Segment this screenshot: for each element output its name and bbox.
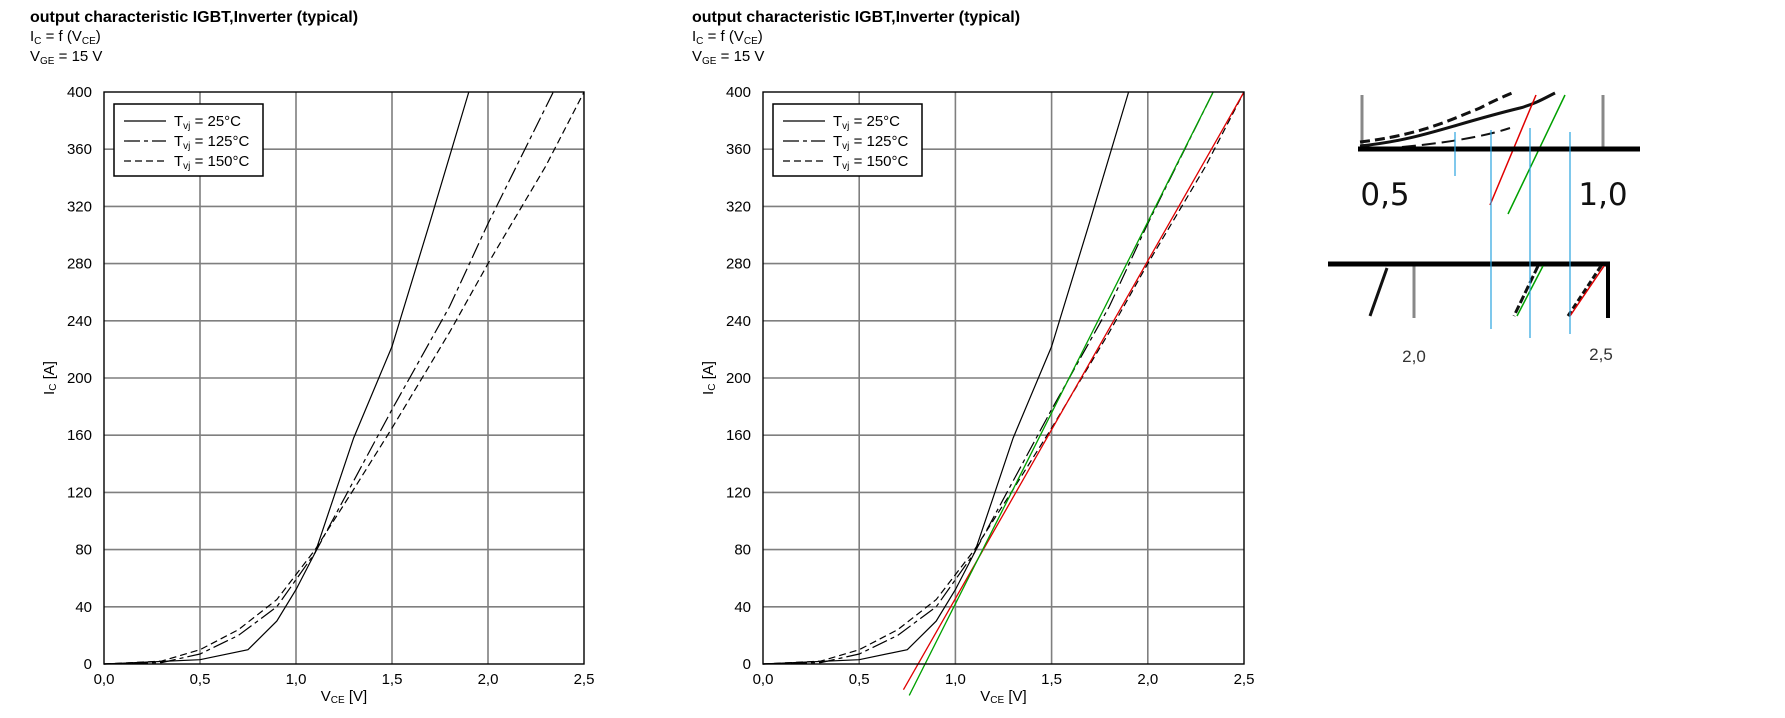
series-line-1 (103, 91, 554, 665)
zoom-insets: 0,5 1,0 2,0 2,5 (1328, 91, 1640, 366)
fit-line-0 (902, 91, 1245, 691)
inset-curve-150 (1359, 91, 1513, 144)
chart-left-title: output characteristic IGBT,Inverter (typ… (30, 9, 358, 26)
y-tick-label: 120 (67, 484, 92, 501)
chart-right-condition: VGE = 15 V (692, 48, 764, 67)
legend-label: Tvj = 125°C (833, 133, 909, 152)
y-tick-label: 40 (734, 599, 751, 616)
y-tick-label: 360 (67, 141, 92, 158)
x-tick-label: 0,5 (190, 671, 211, 688)
legend-label: Tvj = 150°C (833, 153, 909, 172)
x-tick-label: 1,5 (382, 671, 403, 688)
x-axis-label: VCE [V] (980, 688, 1026, 706)
y-tick-label: 80 (75, 542, 92, 559)
legend-label: Tvj = 25°C (833, 113, 900, 132)
x-tick-label: 0,5 (849, 671, 870, 688)
x-tick-label: 1,0 (945, 671, 966, 688)
y-tick-label: 320 (726, 198, 751, 215)
y-tick-label: 360 (726, 141, 751, 158)
inset-label: 2,5 (1589, 345, 1613, 364)
chart-right: output characteristic IGBT,Inverter (typ… (692, 9, 1254, 706)
y-tick-label: 160 (67, 427, 92, 444)
inset-green-fit (1507, 94, 1566, 215)
x-tick-label: 2,0 (478, 671, 499, 688)
x-tick-label: 0,0 (94, 671, 115, 688)
inset-label: 2,0 (1402, 347, 1426, 366)
y-axis-label: IC [A] (700, 361, 718, 395)
x-tick-label: 1,0 (286, 671, 307, 688)
y-tick-label: 200 (67, 370, 92, 387)
y-axis-label: IC [A] (41, 361, 59, 395)
y-tick-label: 320 (67, 198, 92, 215)
chart-left: output characteristic IGBT,Inverter (typ… (30, 9, 594, 706)
y-tick-label: 0 (84, 656, 92, 673)
inset-label: 0,5 (1360, 177, 1409, 213)
plot-frame (762, 91, 1245, 665)
series-line-1 (762, 91, 1214, 665)
chart-right-formula: IC = f (VCE) (692, 28, 763, 47)
legend-label: Tvj = 25°C (174, 113, 241, 132)
x-tick-label: 1,5 (1041, 671, 1062, 688)
inset-curve-150 (1566, 265, 1603, 317)
series-line-2 (103, 91, 585, 665)
y-tick-label: 160 (726, 427, 751, 444)
y-tick-label: 400 (67, 84, 92, 101)
series-line-2 (762, 91, 1245, 665)
legend-label: Tvj = 150°C (174, 153, 250, 172)
y-tick-label: 120 (726, 484, 751, 501)
inset-curve-125 (1512, 265, 1540, 317)
y-tick-label: 80 (734, 542, 751, 559)
legend-label: Tvj = 125°C (174, 133, 250, 152)
chart-right-title: output characteristic IGBT,Inverter (typ… (692, 9, 1020, 26)
y-tick-label: 400 (726, 84, 751, 101)
y-tick-label: 240 (726, 313, 751, 330)
x-tick-label: 2,0 (1137, 671, 1158, 688)
inset-curve-25 (1368, 267, 1389, 317)
inset-curve-125 (1359, 91, 1556, 148)
y-tick-label: 200 (726, 370, 751, 387)
fit-line-1 (908, 91, 1214, 696)
chart-left-condition: VGE = 15 V (30, 48, 102, 67)
x-tick-label: 2,5 (574, 671, 595, 688)
legend-box (113, 103, 264, 177)
inset-label: 1,0 (1578, 177, 1627, 213)
y-tick-label: 280 (726, 256, 751, 273)
x-tick-label: 2,5 (1234, 671, 1255, 688)
plot-frame (103, 91, 585, 665)
zoom-inset-top: 0,5 1,0 (1358, 91, 1640, 215)
y-tick-label: 40 (75, 599, 92, 616)
y-tick-label: 240 (67, 313, 92, 330)
inset-red-fit (1569, 265, 1605, 317)
x-tick-label: 0,0 (753, 671, 774, 688)
chart-left-formula: IC = f (VCE) (30, 28, 101, 47)
y-tick-label: 280 (67, 256, 92, 273)
x-axis-label: VCE [V] (321, 688, 367, 706)
y-tick-label: 0 (743, 656, 751, 673)
legend-box (772, 103, 923, 177)
